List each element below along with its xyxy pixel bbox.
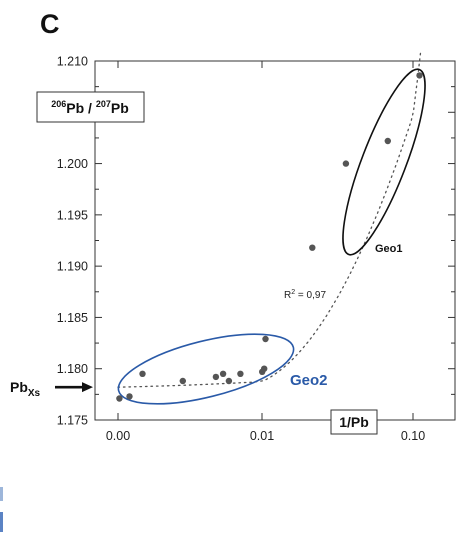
y-axis-label: 206Pb / 207Pb — [36, 91, 145, 123]
fit-r2-main: R — [284, 290, 291, 301]
y-tick-label: 1.180 — [57, 362, 88, 376]
edge-artifact-lower — [0, 512, 3, 532]
panel-letter: C — [40, 9, 60, 39]
fit-r2-label: R2 = 0,97 — [284, 289, 326, 301]
pbxs-arrow-head — [82, 382, 93, 393]
x-tick-label: 0.00 — [106, 429, 130, 443]
y-tick-label: 1.190 — [57, 260, 88, 274]
group-geo1-label: Geo1 — [375, 243, 403, 255]
y-tick-label: 1.175 — [57, 414, 88, 428]
group-geo1-ellipse — [342, 68, 426, 256]
data-point-3 — [139, 370, 146, 377]
y-tick-label: 1.210 — [57, 55, 88, 69]
group-geo2-ellipse — [117, 333, 295, 405]
y-axis-label-sup-1: 206 — [51, 99, 66, 109]
x-tick-label: 0.01 — [250, 429, 274, 443]
data-point-1 — [116, 395, 123, 402]
y-axis-label-sep: / — [84, 100, 96, 116]
y-axis-label-text: 206Pb / 207Pb — [51, 99, 129, 116]
data-point-2 — [126, 393, 133, 400]
fit-curve — [117, 49, 422, 388]
x-axis-label: 1/Pb — [330, 409, 378, 435]
data-point-15 — [416, 72, 423, 79]
data-point-11 — [262, 335, 269, 343]
y-axis-label-box — [36, 91, 145, 123]
x-axis-label-box — [330, 409, 378, 435]
y-tick-label: 1.185 — [57, 311, 88, 325]
data-point-6 — [219, 370, 227, 377]
data-point-13 — [342, 160, 350, 167]
fit-r2-tail: = 0,97 — [295, 290, 326, 301]
group-geo2-label: Geo2 — [290, 372, 328, 389]
plot-frame — [94, 60, 456, 421]
y-axis-label-part-2: Pb — [111, 100, 129, 116]
fit-r2-sup: 2 — [291, 289, 295, 296]
edge-artifact-upper — [0, 487, 3, 501]
y-axis-label-part-1: Pb — [66, 100, 84, 116]
y-tick-label: 1.200 — [57, 157, 88, 171]
y-tick-label: 1.195 — [57, 208, 88, 222]
y-axis-label-sup-2: 207 — [96, 99, 111, 109]
x-tick-label: 0.10 — [401, 429, 425, 443]
pbxs-label: PbXs — [10, 379, 41, 399]
x-axis-label-text: 1/Pb — [339, 414, 369, 430]
data-point-4 — [179, 377, 186, 385]
pbxs-label-main: Pb — [10, 379, 28, 395]
data-point-5 — [212, 373, 220, 381]
data-point-12 — [309, 244, 316, 251]
data-point-8 — [237, 370, 244, 377]
data-point-14 — [384, 137, 391, 145]
data-point-7 — [225, 377, 233, 385]
pbxs-label-sub: Xs — [28, 388, 41, 399]
data-point-10 — [261, 365, 268, 372]
